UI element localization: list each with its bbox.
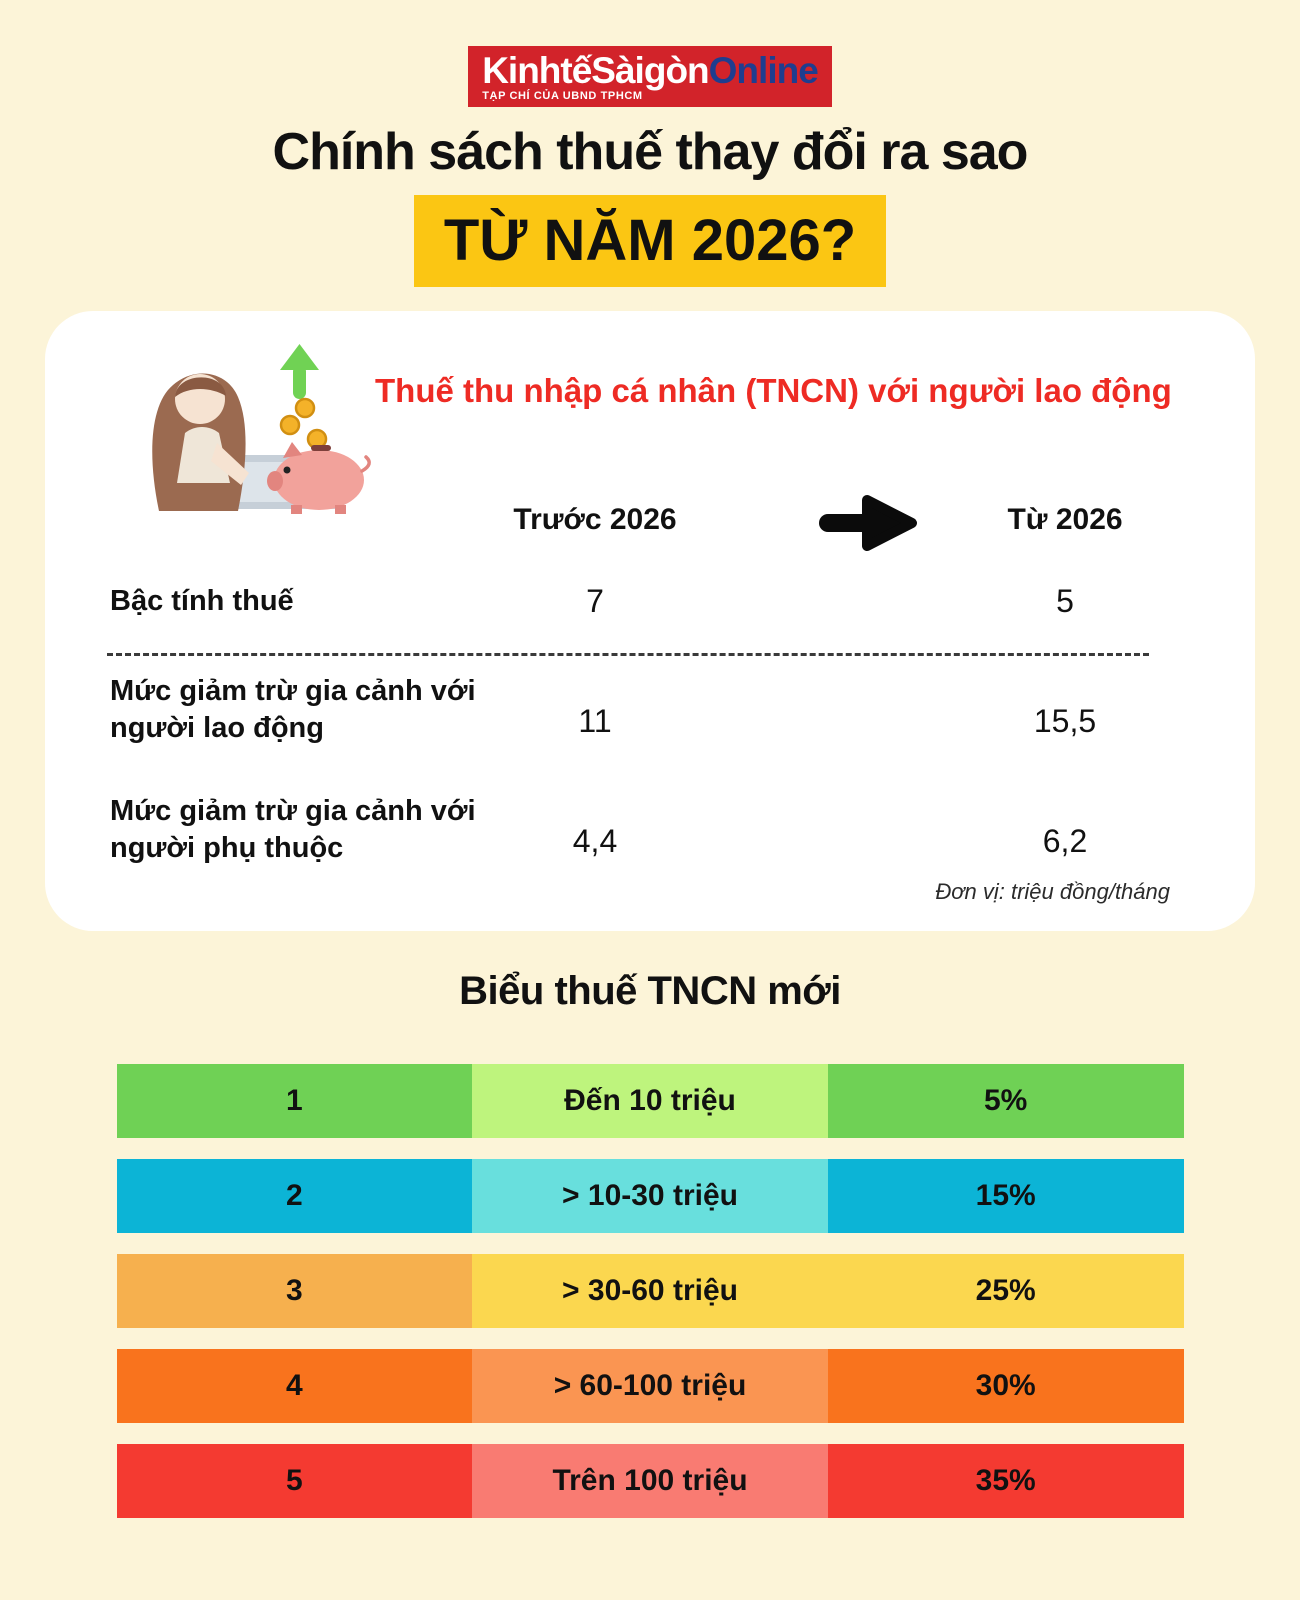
tax-table-heading: Biểu thuế TNCN mới — [459, 968, 841, 1013]
page-title: Chính sách thuế thay đổi ra sao — [272, 123, 1029, 181]
row-label-tax-brackets: Bậc tính thuế — [110, 584, 294, 617]
bracket-level-cell: 1 — [116, 1063, 473, 1138]
row-label-deduction-worker: Mức giảm trừ gia cảnh với người lao động — [110, 674, 476, 744]
bracket-level-cell: 2 — [116, 1158, 473, 1233]
row-value-after: 5 — [1056, 582, 1074, 619]
bracket-rate-cell: 5% — [827, 1063, 1184, 1138]
bracket-rate-cell: 30% — [827, 1348, 1184, 1423]
row-label-deduction-dependent: Mức giảm trừ gia cảnh với người phụ thuộ… — [110, 794, 476, 864]
row-value-before: 4,4 — [572, 822, 618, 859]
bracket-rate-cell: 15% — [827, 1158, 1184, 1233]
bracket-rate-cell: 25% — [827, 1253, 1184, 1328]
row-value-after: 15,5 — [1033, 702, 1097, 739]
column-header-after: Từ 2026 — [1007, 502, 1123, 536]
tax-bracket-row-3: 3 > 30-60 triệu 25% — [116, 1253, 1184, 1328]
unit-note: Đơn vị: triệu đồng/tháng — [935, 878, 1170, 904]
bracket-range-cell: > 60-100 triệu — [472, 1348, 828, 1423]
logo-wrap: KinhtếSàigònOnline TẠP CHÍ CỦA UBND TPHC… — [0, 0, 1300, 107]
column-header-before: Trước 2026 — [513, 502, 677, 536]
row-value-before: 11 — [578, 702, 612, 739]
brand-name-line: KinhtếSàigònOnline — [482, 50, 819, 91]
bracket-level-cell: 4 — [116, 1348, 473, 1423]
brand-suffix: Online — [708, 50, 819, 91]
tax-bracket-row-2: 2 > 10-30 triệu 15% — [116, 1158, 1184, 1233]
page-title-highlight: TỪ NĂM 2026? — [413, 194, 887, 287]
page-title-highlight-wrap: TỪ NĂM 2026? — [0, 194, 1300, 287]
tax-bracket-row-5: 5 Trên 100 triệu 35% — [116, 1443, 1184, 1518]
bracket-range-cell: > 30-60 triệu — [472, 1253, 828, 1328]
tncn-summary-card: Thuế thu nhập cá nhân (TNCN) với người l… — [45, 310, 1255, 931]
card-heading: Thuế thu nhập cá nhân (TNCN) với người l… — [375, 371, 1172, 409]
bracket-range-cell: > 10-30 triệu — [472, 1158, 828, 1233]
row-value-before: 7 — [586, 582, 604, 619]
bracket-level-cell: 3 — [116, 1253, 473, 1328]
tax-bracket-row-1: 1 Đến 10 triệu 5% — [116, 1063, 1184, 1138]
woman-piggy-bank-illustration — [152, 343, 371, 514]
bracket-level-cell: 5 — [116, 1443, 473, 1518]
person-illustration — [152, 373, 249, 511]
brand-name: KinhtếSàigòn — [482, 50, 709, 91]
brand-tagline: TẠP CHÍ CỦA UBND TPHCM — [482, 90, 643, 102]
bracket-range-cell: Đến 10 triệu — [472, 1063, 828, 1138]
brand-logo: KinhtếSàigònOnline TẠP CHÍ CỦA UBND TPHC… — [468, 46, 832, 107]
bracket-range-cell: Trên 100 triệu — [472, 1443, 828, 1518]
arrow-right-icon — [819, 494, 917, 551]
coins-icon — [279, 397, 328, 449]
growth-arrow-icon — [280, 343, 319, 399]
dashed-divider — [107, 652, 1149, 656]
tax-bracket-row-4: 4 > 60-100 triệu 30% — [116, 1348, 1184, 1423]
row-value-after: 6,2 — [1042, 822, 1088, 859]
tax-table: 1 Đến 10 triệu 5% 2 > 10-30 triệu 15% 3 … — [116, 1063, 1184, 1518]
piggy-bank-icon — [267, 441, 371, 514]
bracket-rate-cell: 35% — [827, 1443, 1184, 1518]
